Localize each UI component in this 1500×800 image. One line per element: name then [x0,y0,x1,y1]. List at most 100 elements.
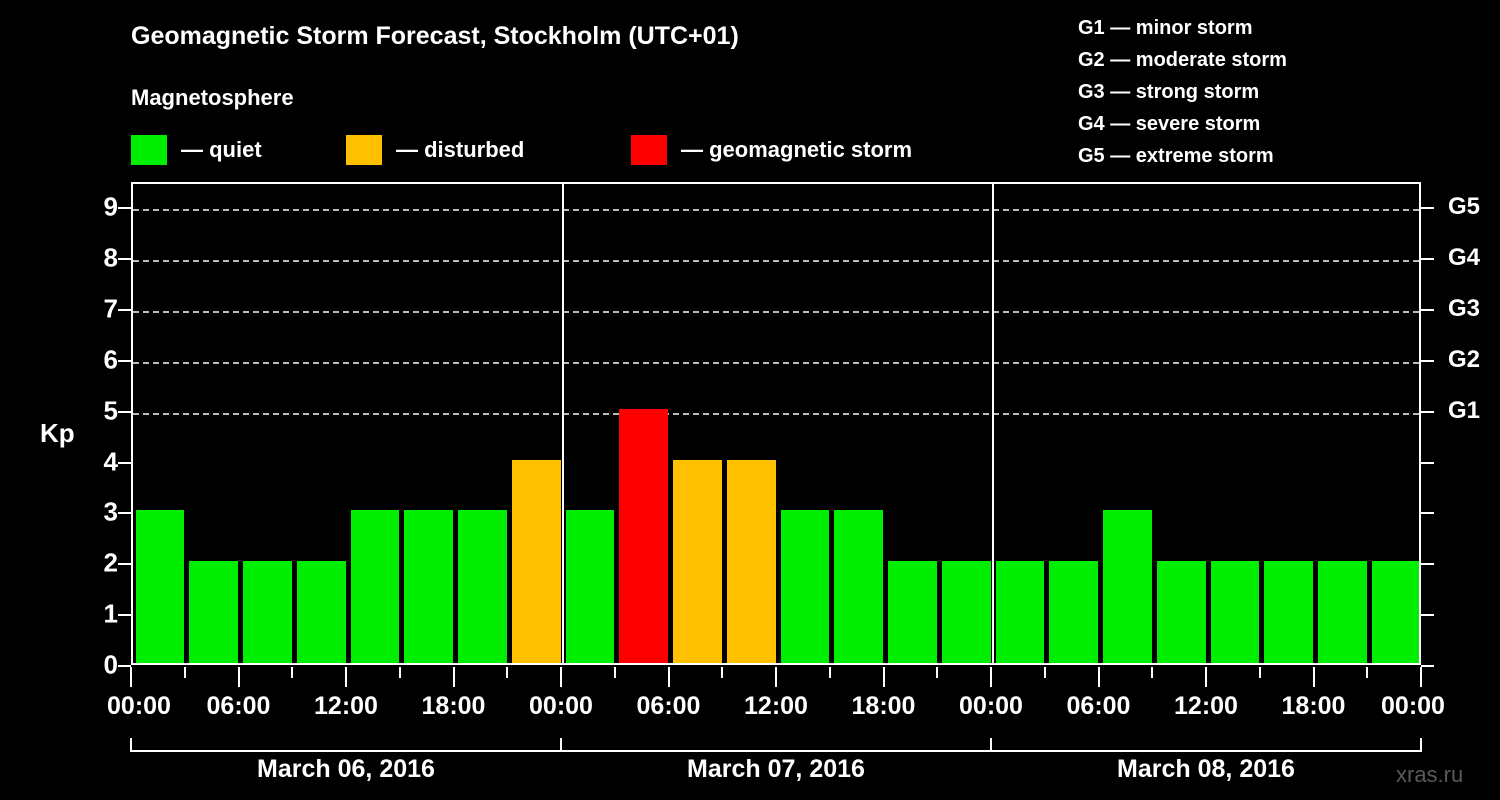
g-scale-legend: G1 — minor storm G2 — moderate storm G3 — … [1078,12,1287,172]
day-label-1: March 06, 2016 [257,755,435,783]
y-tick-left-2 [118,563,131,566]
page-title: Geomagnetic Storm Forecast, Stockholm (U… [131,22,739,50]
x-tick-label-6h: 06:00 [206,692,271,720]
legend-swatch-disturbed [346,135,382,165]
y-tick-left-3 [118,512,131,515]
bar [296,561,346,663]
bar [1264,561,1313,663]
bar [1210,561,1260,663]
x-tick-minor-21h [506,667,509,678]
bar [404,510,453,663]
day-divider-48h [992,184,994,663]
day-bracket-3 [990,738,1422,752]
x-tick-major-54h [1097,667,1100,687]
x-tick-label-48h: 00:00 [959,692,1023,720]
y-tick-left-7 [118,309,131,312]
day-bracket-1 [130,738,562,752]
g-legend-line-5: G5 — extreme storm [1078,145,1274,167]
y-tick-right-2 [1421,563,1434,566]
x-tick-major-24h [560,667,562,687]
y-tick-left-5 [118,410,131,413]
x-tick-minor-69h [1366,667,1369,678]
x-tick-major-12h [345,667,347,687]
bar [1103,510,1152,663]
legend-label-quiet: — quiet [181,137,262,162]
x-tick-minor-3h [183,667,186,678]
bar [726,459,776,663]
legend-swatch-quiet [131,135,167,165]
bar [834,510,883,663]
x-tick-major-18h [452,667,455,687]
y-tick-label-6: 6 [103,344,118,375]
y-tick-right-9 [1421,207,1434,210]
day-label-3: March 08, 2016 [1117,755,1295,783]
gridline-kp-7 [133,311,1419,314]
y-axis-title: Kp [40,418,75,448]
x-tick-major-36h [775,667,777,687]
g-axis-label-G2: G2 [1448,345,1481,373]
bar [1156,561,1206,663]
y-tick-left-4 [118,461,131,464]
y-tick-right-4 [1421,461,1434,464]
x-tick-minor-63h [1258,667,1261,678]
day-divider-24h [562,184,564,663]
bar [350,510,400,663]
bar [135,510,185,663]
x-tick-major-60h [1205,667,1207,687]
x-tick-minor-51h [1043,667,1046,678]
bar [619,408,668,663]
x-tick-label-66h: 18:00 [1281,692,1346,720]
g-legend-line-3: G3 — strong storm [1078,81,1260,103]
x-tick-label-0h: 00:00 [107,692,171,720]
bar [511,459,561,663]
day-bracket-2 [560,738,992,752]
y-tick-label-3: 3 [103,496,118,527]
x-tick-label-36h: 12:00 [744,692,808,720]
x-tick-label-60h: 12:00 [1174,692,1238,720]
y-tick-right-1 [1421,614,1434,617]
g-axis-label-G5: G5 [1448,193,1481,221]
bar [1318,561,1367,663]
bar [888,561,937,663]
bar [458,510,507,663]
gridline-kp-6 [133,361,1419,364]
x-tick-major-42h [882,667,885,687]
bar [189,561,238,663]
x-tick-minor-39h [828,667,831,678]
y-tick-left-1 [118,614,131,617]
x-tick-minor-57h [1151,667,1154,678]
legend-entry-disturbed: — disturbed [346,132,524,168]
x-tick-major-72h [1420,667,1422,687]
y-tick-label-2: 2 [103,547,118,578]
y-tick-right-8 [1421,258,1434,261]
legend-entry-quiet: — quiet [131,132,262,168]
legend-label-geomagnetic-storm: — geomagnetic storm [681,137,913,162]
x-tick-minor-9h [291,667,294,678]
y-tick-left-6 [118,359,131,362]
g-legend-line-2: G2 — moderate storm [1078,49,1287,71]
y-tick-right-0 [1421,665,1434,667]
bar [673,459,722,663]
gridline-kp-9 [133,209,1419,212]
x-tick-label-54h: 06:00 [1066,692,1131,720]
x-tick-major-0h [130,667,132,687]
y-tick-label-8: 8 [103,242,118,273]
x-tick-minor-33h [721,667,724,678]
bar [941,561,991,663]
bar [565,510,615,663]
plot-area [131,182,1421,665]
x-tick-major-6h [237,667,240,687]
x-tick-label-72h: 00:00 [1381,692,1445,720]
x-tick-label-12h: 12:00 [314,692,378,720]
y-tick-right-3 [1421,512,1434,515]
y-tick-left-0 [118,665,131,667]
y-tick-label-0: 0 [103,649,118,680]
bar [243,561,292,663]
y-tick-left-9 [118,207,131,210]
y-tick-right-7 [1421,309,1434,312]
y-tick-right-5 [1421,410,1434,413]
x-tick-minor-15h [398,667,401,678]
x-tick-major-48h [990,667,992,687]
x-tick-major-30h [667,667,670,687]
